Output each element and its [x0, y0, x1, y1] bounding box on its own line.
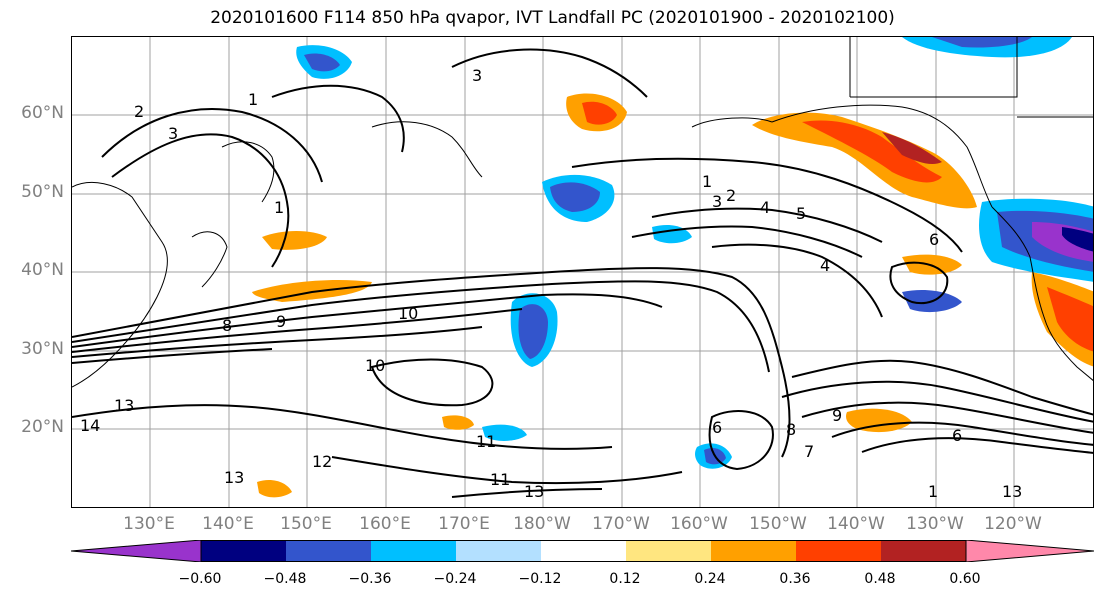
colorbar-segment: [711, 540, 796, 562]
lon-label: 140°E: [202, 514, 254, 534]
lon-label: 120°W: [984, 514, 1042, 534]
colorbar-segment: [796, 540, 881, 562]
colorbar-tick-label: 0.12: [609, 571, 641, 587]
lon-label: 170°E: [438, 514, 490, 534]
contour-label: 2: [726, 186, 736, 205]
colorbar-segment: [201, 540, 286, 562]
colorbar-tick-label: 0.60: [949, 571, 981, 587]
contour-label: 1: [248, 90, 258, 109]
contour-label: 2: [134, 102, 144, 121]
lat-label: 20°N: [21, 417, 64, 437]
contour-label: 13: [224, 468, 244, 487]
colorbar-segment: [881, 540, 966, 562]
contour-label: 6: [952, 426, 962, 445]
contour-label: 10: [365, 356, 385, 375]
colorbar-extend-high: [965, 540, 1094, 562]
contour-label: 13: [114, 396, 134, 415]
qvapor-anomaly-fill: [252, 37, 1093, 498]
colorbar-tick-label: 0.36: [779, 571, 811, 587]
colorbar-segment: [371, 540, 456, 562]
lon-label: 170°W: [592, 514, 650, 534]
contour-label: 1: [928, 482, 938, 501]
lat-label: 40°N: [21, 260, 64, 280]
contour-label: 12: [312, 452, 332, 471]
lon-label: 130°E: [123, 514, 175, 534]
contour-label: 8: [222, 316, 232, 335]
colorbar-tick-label: −0.60: [178, 571, 222, 587]
lon-label: 160°E: [359, 514, 411, 534]
colorbar-segment: [626, 540, 711, 562]
colorbar-segment: [456, 540, 541, 562]
contour-label: 4: [820, 256, 830, 275]
coastlines: [72, 37, 1093, 388]
contour-label: 3: [712, 192, 722, 211]
contour-label: 6: [929, 230, 939, 249]
contour-label: 11: [490, 470, 510, 489]
contour-label: 14: [80, 416, 100, 435]
contour-label: 10: [398, 304, 418, 323]
lon-label: 150°W: [749, 514, 807, 534]
contour-label: 9: [276, 312, 286, 331]
contour-label: 13: [1002, 482, 1022, 501]
lat-label: 60°N: [21, 103, 64, 123]
lon-label: 180°W: [513, 514, 571, 534]
lat-label: 30°N: [21, 339, 64, 359]
colorbar-canvas: [71, 540, 1094, 562]
plot-title: 2020101600 F114 850 hPa qvapor, IVT Land…: [210, 8, 895, 28]
colorbar-segment: [286, 540, 371, 562]
contour-label: 13: [524, 482, 544, 501]
colorbar-tick-label: 0.48: [864, 571, 896, 587]
map-canvas: 3 2 3 1 1 1 3 2 4 5 6 4 8 9 10 10 13 14 …: [72, 37, 1093, 507]
contour-labels: 3 2 3 1 1 1 3 2 4 5 6 4 8 9 10 10 13 14 …: [80, 66, 1022, 501]
colorbar-tick-label: −0.36: [348, 571, 392, 587]
map-panel: 3 2 3 1 1 1 3 2 4 5 6 4 8 9 10 10 13 14 …: [71, 36, 1094, 508]
lon-label: 130°W: [906, 514, 964, 534]
contour-label: 1: [702, 172, 712, 191]
contour-label: 3: [168, 124, 178, 143]
contour-label: 6: [712, 418, 722, 437]
contour-label: 8: [786, 420, 796, 439]
contour-label: 7: [804, 442, 814, 461]
contour-label: 11: [476, 432, 496, 451]
contour-label: 5: [796, 204, 806, 223]
colorbar-tick-label: −0.12: [518, 571, 562, 587]
colorbar-tick-label: 0.24: [694, 571, 726, 587]
lat-label: 50°N: [21, 182, 64, 202]
lon-label: 160°W: [670, 514, 728, 534]
contour-label: 9: [832, 406, 842, 425]
lon-label: 150°E: [280, 514, 332, 534]
colorbar: [71, 540, 1094, 562]
ivt-contours: [72, 48, 1093, 498]
contour-label: 4: [760, 198, 770, 217]
lon-label: 140°W: [827, 514, 885, 534]
colorbar-segment: [541, 540, 626, 562]
colorbar-tick-label: −0.48: [263, 571, 307, 587]
colorbar-extend-low: [71, 540, 202, 562]
contour-label: 1: [274, 198, 284, 217]
colorbar-tick-label: −0.24: [433, 571, 477, 587]
contour-label: 3: [472, 66, 482, 85]
